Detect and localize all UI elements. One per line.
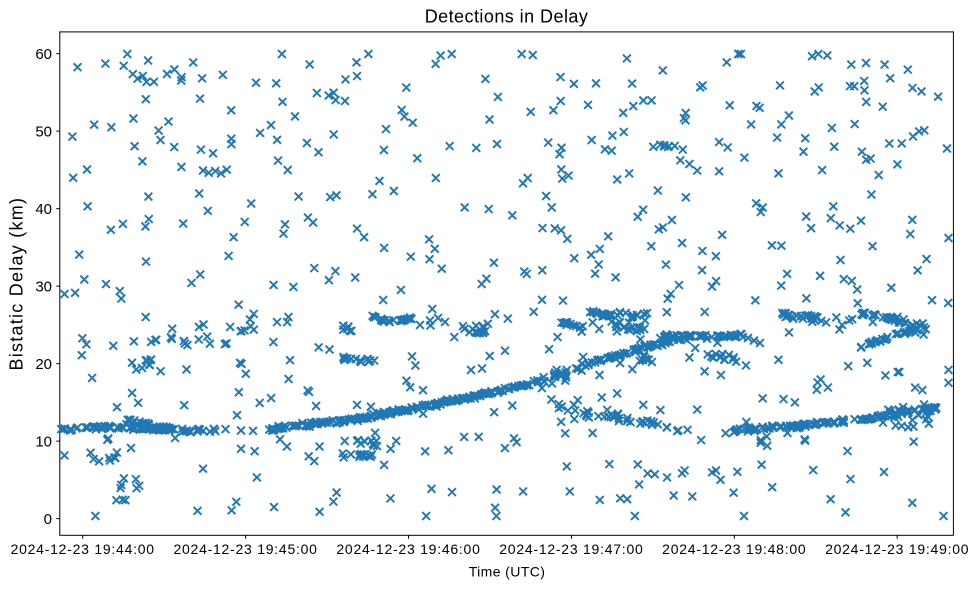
svg-text:0: 0 bbox=[44, 511, 52, 528]
svg-text:20: 20 bbox=[35, 356, 52, 373]
svg-text:40: 40 bbox=[35, 201, 52, 218]
svg-text:2024-12-23 19:47:00: 2024-12-23 19:47:00 bbox=[499, 541, 643, 557]
svg-text:2024-12-23 19:48:00: 2024-12-23 19:48:00 bbox=[662, 541, 806, 557]
svg-text:50: 50 bbox=[35, 123, 52, 140]
svg-text:2024-12-23 19:44:00: 2024-12-23 19:44:00 bbox=[11, 541, 155, 557]
svg-text:60: 60 bbox=[35, 46, 52, 63]
svg-text:10: 10 bbox=[35, 433, 52, 450]
svg-text:2024-12-23 19:49:00: 2024-12-23 19:49:00 bbox=[825, 541, 969, 557]
svg-text:2024-12-23 19:45:00: 2024-12-23 19:45:00 bbox=[173, 541, 317, 557]
svg-text:Bistatic Delay (km): Bistatic Delay (km) bbox=[6, 197, 26, 371]
svg-text:Time (UTC): Time (UTC) bbox=[469, 564, 546, 580]
svg-text:2024-12-23 19:46:00: 2024-12-23 19:46:00 bbox=[336, 541, 480, 557]
svg-text:Detections in Delay: Detections in Delay bbox=[425, 7, 589, 27]
svg-text:30: 30 bbox=[35, 278, 52, 295]
